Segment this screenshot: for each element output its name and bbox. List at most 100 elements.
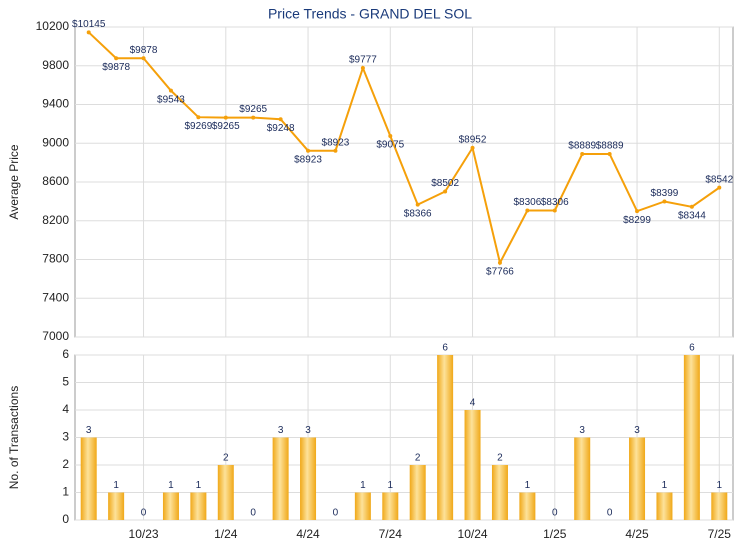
y-tick-label: 1 — [62, 485, 69, 499]
point — [360, 65, 365, 70]
point — [306, 148, 311, 153]
y-tick-label: 7000 — [42, 329, 69, 343]
y-tick-label: 7800 — [42, 252, 69, 266]
point — [443, 189, 448, 194]
value-label: 2 — [497, 453, 503, 464]
bar — [629, 437, 646, 520]
value-label: $9543 — [157, 94, 185, 105]
value-label: 0 — [607, 508, 613, 519]
value-label: $8542 — [705, 174, 733, 185]
value-label: $8299 — [623, 215, 651, 226]
value-label: 1 — [360, 480, 366, 491]
value-label: 0 — [141, 508, 147, 519]
y-tick-label: 9400 — [42, 97, 69, 111]
value-label: 3 — [634, 425, 640, 436]
value-label: $9265 — [239, 104, 267, 115]
y-tick-label: 3 — [62, 430, 69, 444]
x-tick-label: 4/25 — [625, 527, 649, 541]
point — [223, 115, 228, 120]
value-label: 1 — [388, 480, 394, 491]
y-tick-label: 5 — [62, 375, 69, 389]
x-tick-label: 1/25 — [543, 527, 567, 541]
bar — [190, 492, 207, 520]
x-tick-label: 10/24 — [458, 527, 488, 541]
value-label: 1 — [525, 480, 531, 491]
y-tick-label: 4 — [62, 402, 69, 416]
value-label: $8306 — [513, 197, 541, 208]
x-tick-label: 10/23 — [129, 527, 159, 541]
bar — [656, 492, 673, 520]
x-tick-label: 1/24 — [214, 527, 238, 541]
bar — [217, 465, 234, 520]
point — [689, 204, 694, 209]
y-axis-label: Average Price — [7, 144, 21, 219]
point — [552, 208, 557, 213]
value-label: 2 — [415, 453, 421, 464]
y-tick-label: 10200 — [36, 19, 70, 33]
value-label: 1 — [196, 480, 202, 491]
bar — [711, 492, 728, 520]
value-label: 6 — [689, 343, 695, 354]
bar — [300, 437, 317, 520]
point — [635, 209, 640, 214]
value-label: $10145 — [72, 19, 106, 30]
value-label: $8889 — [596, 141, 624, 152]
y-tick-label: 9000 — [42, 135, 69, 149]
value-label: 0 — [552, 508, 558, 519]
bar — [464, 410, 481, 520]
bar — [574, 437, 591, 520]
x-tick-label: 7/24 — [379, 527, 403, 541]
bar — [80, 437, 97, 520]
point — [470, 145, 475, 150]
y-tick-label: 7400 — [42, 290, 69, 304]
bar — [683, 355, 700, 520]
y-tick-label: 9800 — [42, 58, 69, 72]
y-tick-label: 8200 — [42, 213, 69, 227]
bar — [354, 492, 371, 520]
value-label: 3 — [579, 425, 585, 436]
value-label: $8952 — [459, 135, 487, 146]
value-label: 0 — [250, 508, 256, 519]
value-label: 3 — [278, 425, 284, 436]
value-label: $9269 — [184, 121, 212, 132]
value-label: $8502 — [431, 178, 459, 189]
y-axis-label: No. of Transactions — [7, 386, 21, 489]
chart-title: Price Trends - GRAND DEL SOL — [268, 6, 472, 22]
point — [86, 30, 91, 35]
point — [388, 133, 393, 138]
bar — [437, 355, 454, 520]
point — [251, 115, 256, 120]
price-line — [88, 31, 720, 266]
value-label: 3 — [305, 425, 311, 436]
x-tick-label: 7/25 — [708, 527, 732, 541]
y-tick-label: 8600 — [42, 174, 69, 188]
point — [168, 88, 173, 93]
bar — [519, 492, 536, 520]
y-tick-label: 6 — [62, 347, 69, 361]
bar — [382, 492, 399, 520]
point — [497, 260, 502, 265]
point — [662, 199, 667, 204]
bar — [272, 437, 289, 520]
bar — [108, 492, 125, 520]
bar — [409, 465, 426, 520]
value-label: 1 — [113, 480, 119, 491]
point — [196, 115, 201, 120]
x-tick-label: 4/24 — [296, 527, 320, 541]
point — [717, 185, 722, 190]
point — [580, 152, 585, 157]
y-tick-label: 0 — [62, 512, 69, 526]
value-label: $9248 — [267, 123, 295, 134]
value-label: 6 — [442, 343, 448, 354]
value-label: $9075 — [376, 140, 404, 151]
value-label: $8889 — [568, 141, 596, 152]
y-tick-label: 2 — [62, 457, 69, 471]
value-label: $9777 — [349, 55, 377, 66]
value-label: $8923 — [294, 154, 322, 165]
value-label: $8344 — [678, 210, 706, 221]
bar — [162, 492, 179, 520]
point — [114, 56, 119, 61]
point — [415, 202, 420, 207]
value-label: $8923 — [322, 137, 350, 148]
